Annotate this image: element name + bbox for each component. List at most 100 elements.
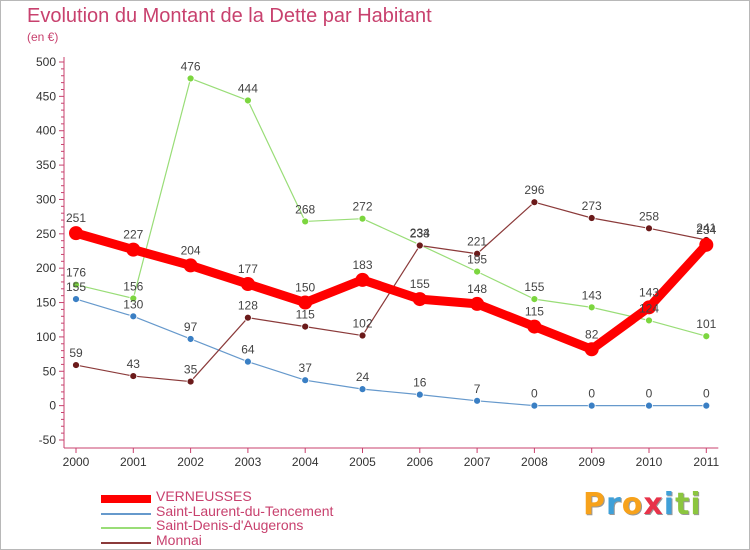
logo-letter: r — [606, 487, 622, 522]
data-point — [129, 372, 138, 380]
data-label: 115 — [525, 305, 544, 319]
data-point — [587, 401, 596, 410]
data-label: 195 — [467, 253, 487, 267]
data-label: 24 — [356, 370, 370, 384]
data-point — [702, 401, 711, 410]
x-tick-label: 2008 — [521, 455, 548, 469]
x-tick-label: 2006 — [406, 455, 433, 469]
data-point — [129, 312, 138, 321]
x-tick-label: 2011 — [693, 455, 719, 469]
data-point — [412, 292, 427, 307]
data-label: 130 — [123, 297, 143, 311]
unit-label: (en €) — [27, 30, 59, 44]
y-tick-label: 350 — [36, 158, 56, 172]
data-label: 176 — [66, 266, 86, 280]
data-label: 115 — [296, 308, 315, 322]
data-point — [358, 214, 367, 223]
data-label: 268 — [295, 202, 315, 216]
x-tick-label: 2003 — [235, 455, 262, 469]
data-label: 43 — [127, 357, 141, 371]
logo-letter: t — [675, 487, 691, 522]
x-tick-label: 2007 — [464, 455, 491, 469]
data-label: 156 — [123, 279, 143, 293]
legend-swatch — [101, 527, 151, 529]
data-label: 183 — [352, 258, 372, 272]
logo-letter: o — [621, 487, 644, 522]
series-saint-denis-d-augerons — [72, 74, 711, 341]
y-tick-label: 100 — [36, 330, 56, 344]
y-tick-label: 500 — [36, 55, 56, 69]
data-point — [243, 357, 252, 366]
data-point — [642, 300, 656, 315]
data-point — [183, 258, 198, 273]
data-label: 124 — [639, 301, 659, 315]
data-label: 221 — [467, 235, 487, 249]
data-point — [301, 376, 310, 385]
legend-label: Saint-Denis-d'Augerons — [156, 517, 304, 533]
data-point — [645, 401, 653, 410]
data-point — [240, 276, 255, 291]
data-point — [298, 295, 313, 310]
data-point — [186, 377, 195, 386]
data-label: 177 — [238, 262, 258, 276]
x-tick-label: 2001 — [120, 455, 147, 469]
data-label: 241 — [696, 221, 716, 235]
data-label: 227 — [123, 228, 143, 242]
data-label: 155 — [410, 277, 430, 291]
y-tick-label: 450 — [36, 89, 56, 103]
legend-swatch — [101, 541, 151, 544]
data-label: 296 — [524, 183, 544, 197]
data-point — [530, 198, 539, 207]
data-point — [699, 237, 714, 252]
data-label: 234 — [696, 223, 716, 237]
data-label: 59 — [69, 346, 83, 360]
data-point — [186, 74, 195, 83]
x-tick-label: 2005 — [349, 455, 376, 469]
data-label: 233 — [410, 227, 430, 241]
data-label: 0 — [531, 387, 538, 401]
series-saint-laurent-du-tencement — [72, 295, 711, 410]
data-point — [72, 295, 80, 304]
data-label: 16 — [413, 376, 427, 390]
data-label: 204 — [181, 243, 201, 257]
data-point — [129, 294, 138, 303]
data-label: 0 — [703, 387, 710, 401]
data-label: 35 — [184, 363, 198, 377]
data-label: 7 — [474, 382, 481, 396]
x-tick-label: 2009 — [578, 455, 605, 469]
data-label: 150 — [295, 281, 315, 295]
data-label: 272 — [352, 200, 372, 214]
series-line — [75, 298, 707, 407]
data-label: 234 — [410, 226, 430, 240]
data-point — [473, 267, 482, 276]
y-tick-label: 0 — [49, 399, 56, 413]
data-point — [72, 361, 80, 369]
y-tick-label: 150 — [36, 296, 56, 310]
y-tick-label: 300 — [36, 192, 56, 206]
data-label: 102 — [352, 317, 372, 331]
x-tick-label: 2004 — [292, 455, 319, 469]
logo-letter: i — [663, 487, 676, 522]
legend-label: Saint-Laurent-du-Tencement — [156, 502, 334, 519]
data-label: 82 — [585, 327, 599, 341]
data-point — [530, 401, 539, 410]
data-label: 155 — [524, 280, 544, 294]
data-point — [645, 224, 653, 233]
series-verneusses — [69, 226, 714, 357]
data-label: 258 — [639, 209, 659, 223]
data-label: 273 — [582, 199, 602, 213]
proxiti-logo: Proxiti — [583, 487, 702, 522]
data-label: 37 — [299, 361, 313, 375]
series-line — [71, 228, 711, 354]
data-label: 143 — [639, 285, 659, 299]
data-point — [186, 335, 195, 343]
logo-letter: i — [690, 487, 702, 522]
legend-label: VERNEUSSES — [156, 488, 252, 504]
x-tick-label: 2010 — [636, 455, 663, 469]
data-label: 128 — [238, 299, 258, 313]
data-label: 143 — [582, 288, 602, 302]
chart-title: Evolution du Montant de la Dette par Hab… — [27, 5, 432, 27]
